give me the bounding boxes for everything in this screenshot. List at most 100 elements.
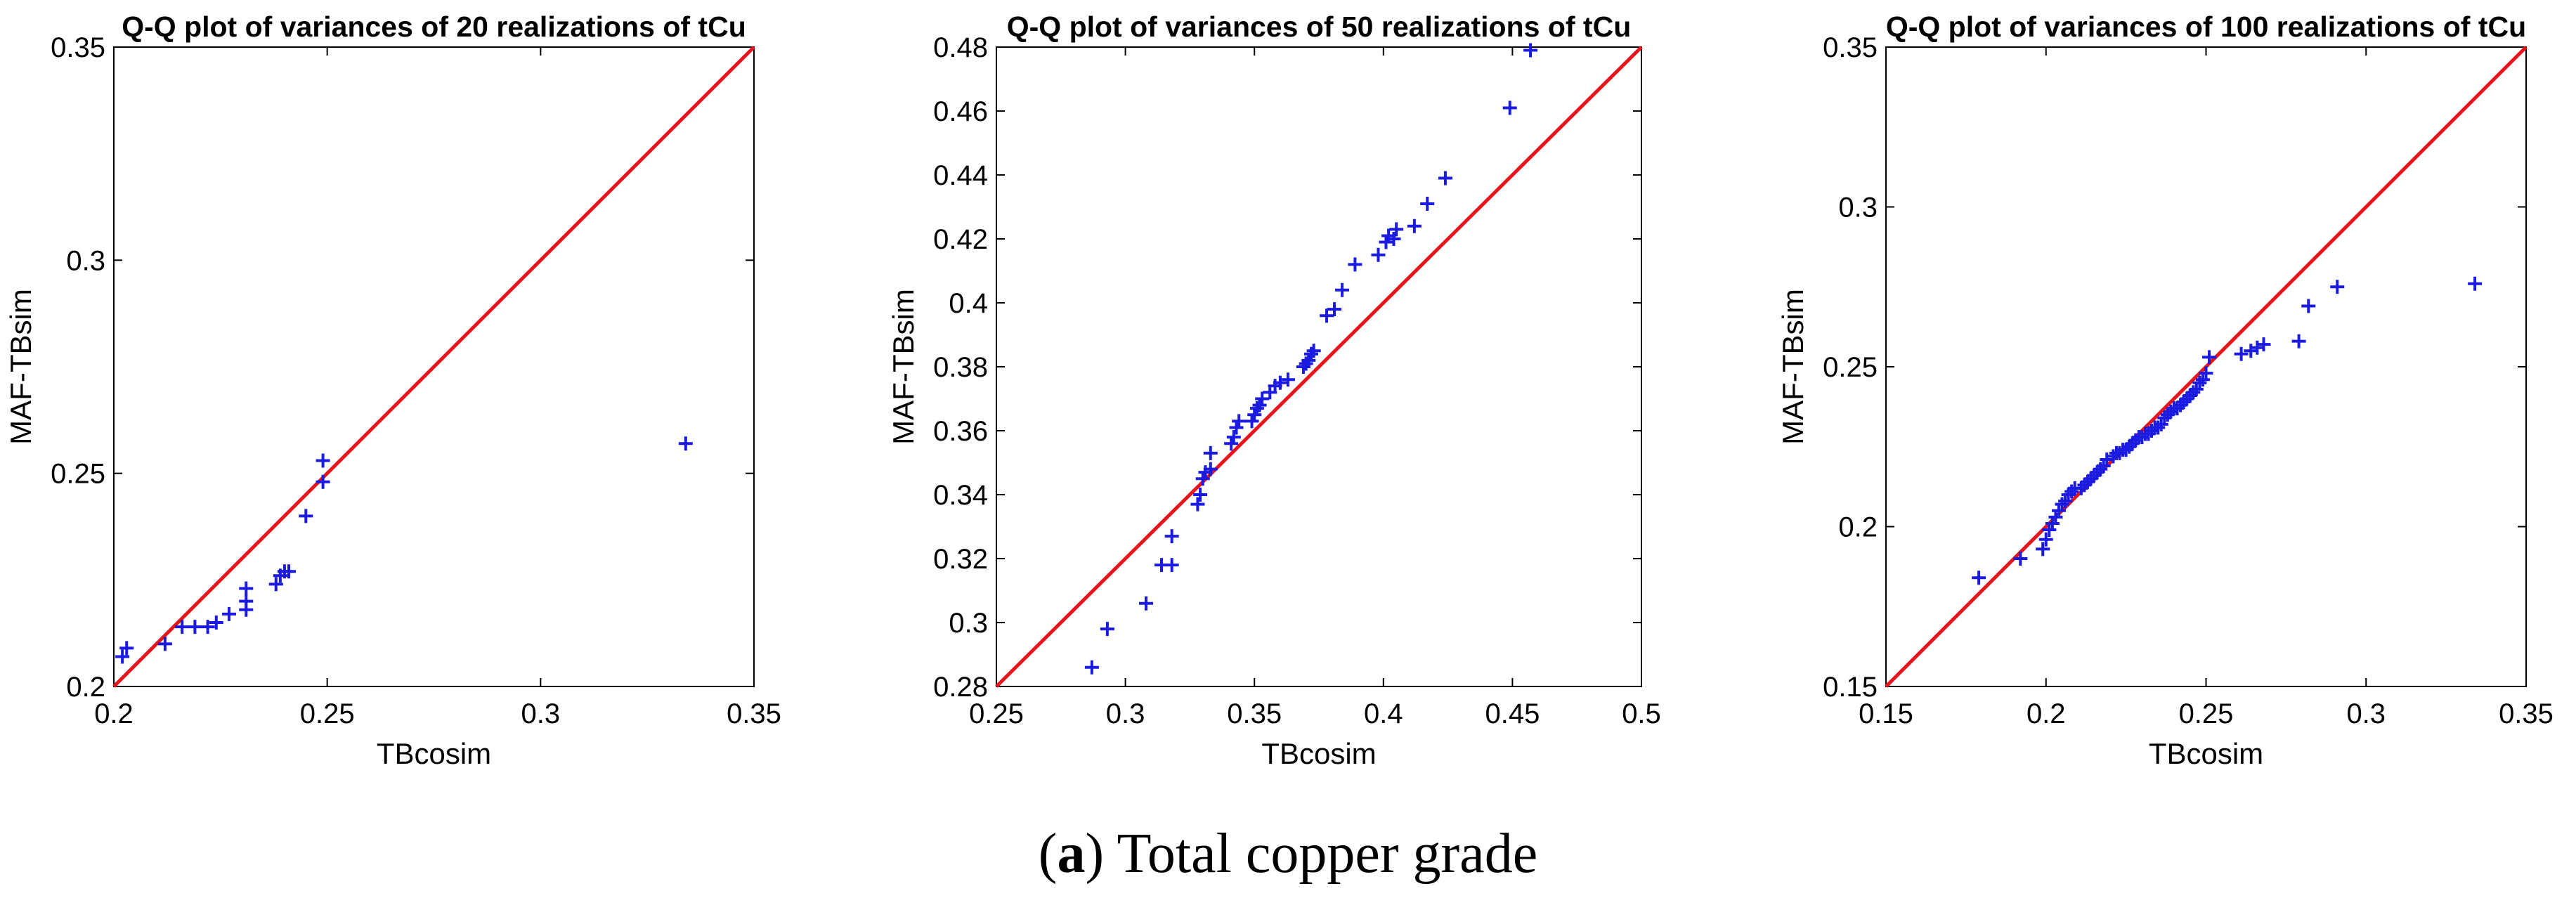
data-point <box>2180 391 2194 406</box>
data-point <box>2170 401 2185 416</box>
chart-title: Q-Q plot of variances of 50 realizations… <box>1007 11 1632 43</box>
data-point <box>2128 433 2143 448</box>
qq-plot-panel-1: 0.2 0.25 0.3 0.35 0.2 0.25 0.3 0.35 Q-Q plot of … <box>4 11 781 770</box>
data-point <box>2195 372 2210 387</box>
y-axis-label: MAF-TBsim <box>1776 289 1809 445</box>
data-point <box>2064 484 2079 499</box>
data-point <box>678 436 693 451</box>
y-tick-label: 0.25 <box>51 459 105 490</box>
data-point <box>1389 222 1404 237</box>
data-point <box>2192 375 2207 390</box>
data-point <box>2058 494 2073 509</box>
data-point <box>119 641 134 656</box>
data-point <box>1247 408 1262 422</box>
data-point <box>1255 391 1270 406</box>
data-point <box>2301 299 2316 313</box>
data-point <box>2119 443 2133 457</box>
y-tick-label: 0.32 <box>933 544 988 575</box>
data-point <box>316 474 330 489</box>
data-point <box>2036 542 2050 556</box>
data-point <box>2330 280 2345 294</box>
data-point <box>2244 344 2258 358</box>
y-tick-label: 0.2 <box>66 672 105 703</box>
data-point <box>2145 424 2159 438</box>
data-point <box>2186 385 2201 400</box>
qq-plot-panel-3: 0.15 0.2 0.25 0.3 0.35 0.15 0.2 0.25 0.3 0.35 Q-Q … <box>1776 11 2554 770</box>
data-point <box>1301 353 1316 367</box>
data-point <box>221 606 236 621</box>
data-point <box>1252 398 1267 412</box>
data-point <box>239 581 254 596</box>
x-tick-label: 0.3 <box>1106 698 1145 729</box>
data-point <box>2234 346 2249 361</box>
data-point <box>2106 449 2121 464</box>
x-tick-label: 0.45 <box>1485 698 1540 729</box>
data-point <box>1195 471 1210 486</box>
data-point <box>2176 395 2191 410</box>
data-point <box>2061 488 2076 502</box>
data-point <box>2100 452 2114 467</box>
caption-label-letter: a <box>1057 823 1086 885</box>
data-point <box>2074 481 2088 495</box>
data-point <box>1335 282 1350 297</box>
y-tick-label: 0.35 <box>1823 32 1878 63</box>
y-tick-label: 0.28 <box>933 672 988 703</box>
y-tick-label: 0.3 <box>949 608 988 639</box>
data-point <box>1280 372 1295 387</box>
y-tick-label: 0.34 <box>933 480 988 511</box>
x-tick-label: 0.25 <box>2179 698 2234 729</box>
data-point <box>1972 571 1986 585</box>
data-point <box>2157 410 2172 425</box>
y-tick-label: 0.44 <box>933 160 988 191</box>
data-point <box>2125 436 2140 451</box>
data-point <box>2135 430 2149 445</box>
x-tick-label: 0.25 <box>300 698 355 729</box>
data-point <box>268 577 283 592</box>
data-point <box>1203 462 1218 476</box>
x-tick-label: 0.15 <box>1859 698 1913 729</box>
data-point <box>1299 356 1313 371</box>
y-tick-label: 0.35 <box>51 32 105 63</box>
data-point <box>2083 471 2098 486</box>
x-axis-label: TBcosim <box>2149 737 2263 770</box>
data-point <box>2051 503 2066 518</box>
data-point <box>1249 401 1264 416</box>
data-point <box>2090 465 2105 480</box>
data-point <box>1438 171 1452 185</box>
data-point <box>1348 257 1362 272</box>
data-point <box>1164 529 1179 544</box>
y-tick-label: 0.3 <box>66 245 105 276</box>
data-point <box>2038 532 2053 547</box>
x-tick-label: 0.3 <box>2346 698 2386 729</box>
data-point <box>1320 308 1334 323</box>
figure-caption: (a) Total copper grade <box>1038 823 1538 885</box>
x-tick-label: 0.2 <box>2027 698 2066 729</box>
data-point <box>2045 516 2060 530</box>
y-tick-label: 0.48 <box>933 32 988 63</box>
y-tick-label: 0.3 <box>1838 193 1878 223</box>
data-point <box>2151 420 2166 435</box>
data-point <box>1306 344 1321 358</box>
data-point <box>316 453 330 468</box>
x-tick-label: 0.3 <box>521 698 561 729</box>
x-tick-label: 0.25 <box>969 698 1024 729</box>
data-point <box>2164 404 2178 419</box>
data-point <box>115 649 130 664</box>
data-point <box>2112 445 2127 460</box>
data-point <box>2042 523 2057 538</box>
data-point <box>209 616 223 630</box>
x-tick-label: 0.35 <box>2499 698 2554 729</box>
y-tick-label: 0.46 <box>933 96 988 127</box>
data-point <box>1273 375 1287 390</box>
data-point <box>2087 468 2102 483</box>
data-point <box>1224 436 1239 451</box>
data-point <box>2189 382 2204 396</box>
data-point <box>2291 334 2306 349</box>
chart-title: Q-Q plot of variances of 100 realization… <box>1886 11 2526 43</box>
data-point <box>2013 552 2028 566</box>
data-point <box>1100 622 1114 637</box>
data-point <box>2048 509 2063 524</box>
data-point <box>1190 497 1205 512</box>
x-tick-label: 0.35 <box>727 698 781 729</box>
data-point <box>188 620 202 634</box>
